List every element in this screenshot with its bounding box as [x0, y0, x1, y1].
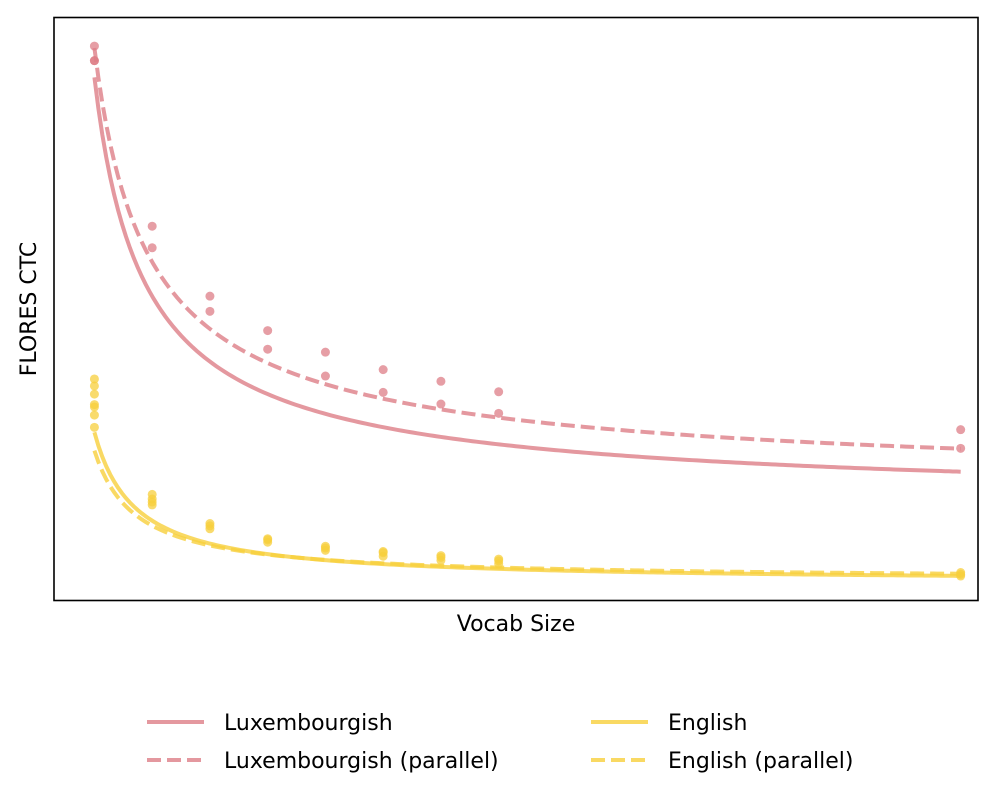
data-point-english-parallel	[320, 543, 330, 553]
fit-line-english-parallel	[92, 449, 961, 576]
data-points	[89, 41, 966, 581]
data-point-luxembourgish	[956, 443, 966, 453]
data-point-luxembourgish	[205, 306, 215, 316]
data-point-luxembourgish-parallel	[205, 291, 215, 301]
data-point-english-parallel	[89, 402, 99, 412]
data-point-luxembourgish	[89, 56, 99, 66]
legend-label-english-parallel: English (parallel)	[668, 749, 853, 774]
data-point-english	[89, 410, 99, 420]
data-point-luxembourgish-parallel	[378, 365, 388, 375]
fit-curves	[92, 47, 961, 578]
data-point-luxembourgish-parallel	[494, 387, 504, 397]
data-point-luxembourgish	[147, 243, 157, 253]
legend: Luxembourgish Luxembourgish (parallel) E…	[147, 711, 853, 774]
legend-label-luxembourgish: Luxembourgish	[224, 711, 393, 736]
data-point-english	[89, 374, 99, 384]
plot-frame	[53, 16, 979, 602]
legend-label-english: English	[668, 711, 747, 736]
fit-line-luxembourgish-parallel	[92, 47, 961, 451]
data-point-luxembourgish-parallel	[956, 425, 966, 435]
data-point-luxembourgish-parallel	[436, 376, 446, 386]
data-point-luxembourgish-parallel	[263, 326, 273, 336]
data-point-luxembourgish	[378, 387, 388, 397]
data-point-english-parallel	[89, 422, 99, 432]
data-point-luxembourgish	[263, 344, 273, 354]
data-point-luxembourgish	[436, 399, 446, 409]
x-axis-label: Vocab Size	[457, 612, 576, 637]
data-point-english	[89, 389, 99, 399]
data-point-english-parallel	[263, 535, 273, 545]
data-point-luxembourgish	[320, 371, 330, 381]
data-point-english-parallel	[436, 552, 446, 562]
fit-line-luxembourgish	[92, 77, 961, 474]
data-point-luxembourgish	[494, 408, 504, 418]
data-point-luxembourgish-parallel	[320, 347, 330, 357]
fit-line-english	[92, 431, 961, 578]
data-point-english-parallel	[205, 521, 215, 531]
y-axis-label: FLORES CTC	[17, 242, 42, 376]
data-point-english-parallel	[147, 497, 157, 507]
data-point-english	[89, 381, 99, 391]
data-point-english-parallel	[494, 556, 504, 566]
legend-label-luxembourgish-parallel: Luxembourgish (parallel)	[224, 749, 499, 774]
data-point-luxembourgish-parallel	[89, 41, 99, 51]
data-point-luxembourgish-parallel	[147, 221, 157, 231]
data-point-english-parallel	[378, 548, 388, 558]
data-point-english-parallel	[956, 569, 966, 579]
